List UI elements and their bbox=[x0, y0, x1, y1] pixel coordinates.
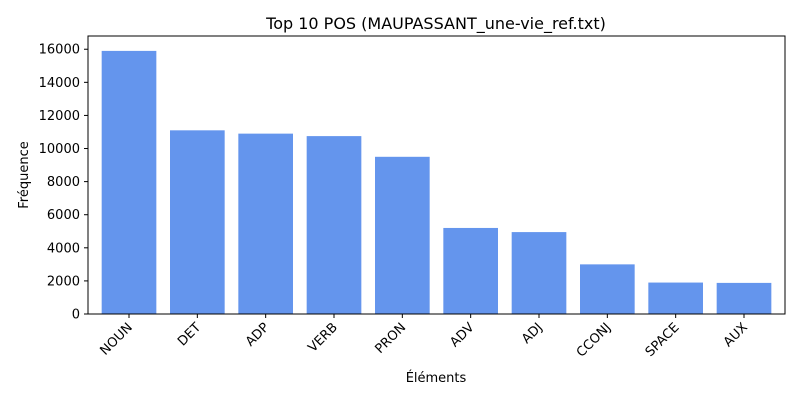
bars-group bbox=[101, 50, 772, 314]
x-axis-ticks: NOUN DET ADP VERB PRON ADV ADJ CCONJ SPACE AUX bbox=[98, 314, 751, 360]
bar-adp bbox=[238, 133, 293, 314]
y-tick-label: 2000 bbox=[47, 274, 80, 289]
x-tick-label-noun: NOUN bbox=[98, 320, 136, 358]
y-tick-label: 14000 bbox=[39, 76, 80, 91]
bar-pron bbox=[375, 156, 430, 314]
bar-det bbox=[170, 130, 225, 314]
y-axis-label: Fréquence bbox=[17, 141, 32, 208]
y-axis-ticks: 0 2000 4000 6000 8000 10000 12000 14000 16000 bbox=[39, 43, 88, 323]
x-tick-label-aux: AUX bbox=[721, 320, 751, 350]
bar-space bbox=[648, 282, 703, 314]
x-tick-label-pron: PRON bbox=[373, 320, 410, 357]
x-tick-label-verb: VERB bbox=[305, 320, 340, 355]
bar-adv bbox=[443, 227, 498, 314]
y-tick-label: 12000 bbox=[39, 109, 80, 124]
x-tick-label-det: DET bbox=[175, 320, 204, 349]
bar-noun bbox=[101, 50, 157, 314]
y-tick-label: 0 bbox=[72, 308, 80, 323]
bar-verb bbox=[306, 136, 362, 314]
y-tick-label: 6000 bbox=[47, 208, 80, 223]
chart-title: Top 10 POS (MAUPASSANT_une-vie_ref.txt) bbox=[265, 14, 606, 34]
x-tick-label-adv: ADV bbox=[447, 320, 477, 350]
bar-cconj bbox=[580, 264, 635, 314]
x-axis-label: Éléments bbox=[406, 370, 467, 386]
bar-adj bbox=[511, 232, 567, 314]
x-tick-label-adp: ADP bbox=[243, 320, 273, 350]
y-tick-label: 8000 bbox=[47, 175, 80, 190]
y-tick-label: 16000 bbox=[39, 43, 80, 58]
x-tick-label-adj: ADJ bbox=[519, 320, 546, 347]
plot-frame bbox=[87, 35, 786, 315]
x-tick-label-cconj: CCONJ bbox=[574, 320, 614, 360]
y-tick-label: 10000 bbox=[39, 142, 80, 157]
y-tick-label: 4000 bbox=[47, 241, 80, 256]
bar-aux bbox=[716, 282, 772, 314]
x-tick-label-space: SPACE bbox=[643, 320, 683, 360]
